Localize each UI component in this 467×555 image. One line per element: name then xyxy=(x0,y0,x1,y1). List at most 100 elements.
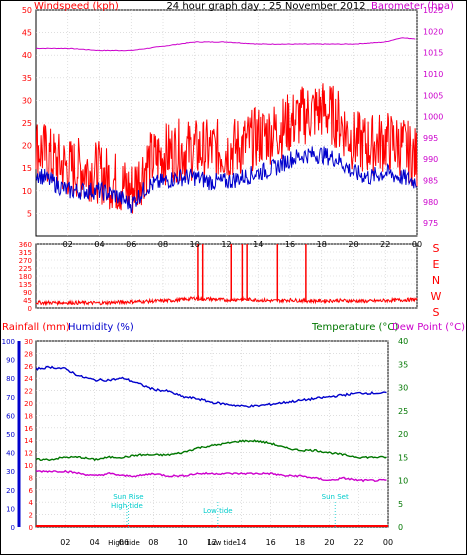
rain-y-tick-label: 22 xyxy=(24,388,33,396)
temperature-y-tick-label: 0 xyxy=(398,523,403,532)
humidity-series-line xyxy=(35,365,387,408)
direction-y-tick-label: 270 xyxy=(19,257,32,265)
barometer-y-tick-label: 1010 xyxy=(423,70,443,79)
direction-compass-label: S xyxy=(433,242,440,255)
barometer-y-tick-label: 1020 xyxy=(423,27,443,36)
windspeed-axis-title: Windspeed (kph) xyxy=(34,1,119,12)
direction-compass-label: E xyxy=(433,258,440,271)
wind-x-tick-label: 04 xyxy=(94,240,104,249)
direction-y-tick-label: 135 xyxy=(19,281,32,289)
rain-y-tick-label: 4 xyxy=(29,499,34,507)
humidity-y-tick-label: 60 xyxy=(6,412,15,420)
rain-y-tick-label: 14 xyxy=(24,437,33,445)
wind-x-tick-label: 16 xyxy=(285,240,295,249)
temperature-y-tick-label: 20 xyxy=(398,430,408,439)
rain-y-tick-label: 0 xyxy=(29,524,33,532)
wind-y-tick-label: 15 xyxy=(22,164,32,173)
temperature-axis-title: Temperature (°C) xyxy=(311,322,398,333)
direction-y-tick-label: 45 xyxy=(23,297,32,305)
humidity-y-tick-label: 40 xyxy=(6,450,15,458)
wind-x-tick-label: 10 xyxy=(190,240,200,249)
marker-label: Sun Set xyxy=(322,493,349,501)
dewpoint-axis-title: Dew Point (°C) xyxy=(392,322,465,333)
barometer-y-tick-label: 1015 xyxy=(423,49,443,58)
tide-axis-label: Low tide xyxy=(208,539,237,547)
rain-y-tick-label: 2 xyxy=(29,512,33,520)
wind-y-tick-label: 20 xyxy=(22,142,32,151)
humidity-y-tick-label: 70 xyxy=(6,394,15,402)
barometer-y-tick-label: 985 xyxy=(423,177,438,186)
rain-y-tick-label: 26 xyxy=(24,363,33,371)
humidity-y-tick-label: 30 xyxy=(6,468,15,476)
barometer-series-line xyxy=(35,37,416,52)
climate-x-tick-label: 12 xyxy=(207,538,217,547)
climate-x-tick-label: 14 xyxy=(236,538,246,547)
wind-y-tick-label: 45 xyxy=(22,29,32,38)
temperature-y-tick-label: 10 xyxy=(398,477,408,486)
marker-label: Sun Rise xyxy=(113,493,143,501)
rain-y-tick-label: 28 xyxy=(24,350,33,358)
wind-x-tick-label: 20 xyxy=(348,240,358,249)
dewpoint-series-line xyxy=(35,469,387,483)
rain-y-tick-label: 24 xyxy=(24,375,33,383)
temperature-y-tick-label: 5 xyxy=(398,500,403,509)
temperature-y-tick-label: 35 xyxy=(398,360,408,369)
climate-x-tick-label: 18 xyxy=(295,538,305,547)
wind-y-tick-label: 5 xyxy=(27,209,32,218)
wind-y-tick-label: 25 xyxy=(22,119,32,128)
rainfall-axis-title: Rainfall (mm) xyxy=(2,322,70,333)
humidity-y-tick-label: 0 xyxy=(11,524,15,532)
chart-main-title: 24 hour graph day : 25 November 2012 xyxy=(166,1,365,12)
direction-y-tick-label: 315 xyxy=(19,249,32,257)
barometer-y-tick-label: 990 xyxy=(423,155,438,164)
rain-y-tick-label: 8 xyxy=(29,474,33,482)
barometer-y-tick-label: 1000 xyxy=(423,113,443,122)
humidity-y-tick-label: 20 xyxy=(6,487,15,495)
climate-x-tick-label: 04 xyxy=(90,538,100,547)
wind-x-tick-label: 12 xyxy=(221,240,231,249)
wind-x-tick-label: 08 xyxy=(158,240,168,249)
direction-y-tick-label: 360 xyxy=(19,241,32,249)
wind-y-tick-label: 10 xyxy=(22,187,32,196)
climate-x-tick-label: 02 xyxy=(60,538,70,547)
marker-label: Low tide xyxy=(203,507,232,515)
wind-y-tick-label: 50 xyxy=(22,6,32,15)
direction-y-tick-label: 0 xyxy=(28,305,32,313)
climate-x-tick-label: 20 xyxy=(324,538,334,547)
barometer-y-tick-label: 995 xyxy=(423,134,438,143)
humidity-y-tick-label: 100 xyxy=(2,338,15,346)
direction-compass-label: N xyxy=(432,274,440,287)
wind-gust-series-line xyxy=(35,83,418,214)
wind-direction-series-line xyxy=(35,294,418,307)
climate-x-tick-label: 16 xyxy=(266,538,276,547)
rain-y-tick-label: 6 xyxy=(29,487,34,495)
wind-y-tick-label: 35 xyxy=(22,74,32,83)
wind-x-tick-label: 02 xyxy=(63,240,73,249)
direction-y-tick-label: 225 xyxy=(19,265,32,273)
humidity-y-tick-label: 10 xyxy=(6,505,15,513)
humidity-y-tick-label: 50 xyxy=(6,431,15,439)
temperature-y-tick-label: 25 xyxy=(398,407,408,416)
direction-compass-label: S xyxy=(433,306,440,319)
rain-y-tick-label: 18 xyxy=(24,412,33,420)
wind-y-tick-label: 30 xyxy=(22,96,32,105)
rain-y-tick-label: 10 xyxy=(24,462,33,470)
tide-axis-label: High tide xyxy=(108,539,140,547)
wind-x-tick-label: 00 xyxy=(412,240,422,249)
rain-y-tick-label: 20 xyxy=(24,400,33,408)
wind-x-tick-label: 18 xyxy=(317,240,327,249)
climate-x-tick-label: 10 xyxy=(178,538,188,547)
rain-y-tick-label: 30 xyxy=(24,338,33,346)
barometer-y-tick-label: 975 xyxy=(423,219,438,228)
climate-x-tick-label: 06 xyxy=(119,538,129,547)
climate-x-tick-label: 22 xyxy=(354,538,364,547)
rain-y-tick-label: 12 xyxy=(24,450,33,458)
climate-x-tick-label: 00 xyxy=(383,538,393,547)
humidity-y-tick-label: 90 xyxy=(6,357,15,365)
barometer-y-tick-label: 980 xyxy=(423,198,438,207)
wind-y-tick-label: 40 xyxy=(22,51,32,60)
wind-x-tick-label: 06 xyxy=(126,240,136,249)
